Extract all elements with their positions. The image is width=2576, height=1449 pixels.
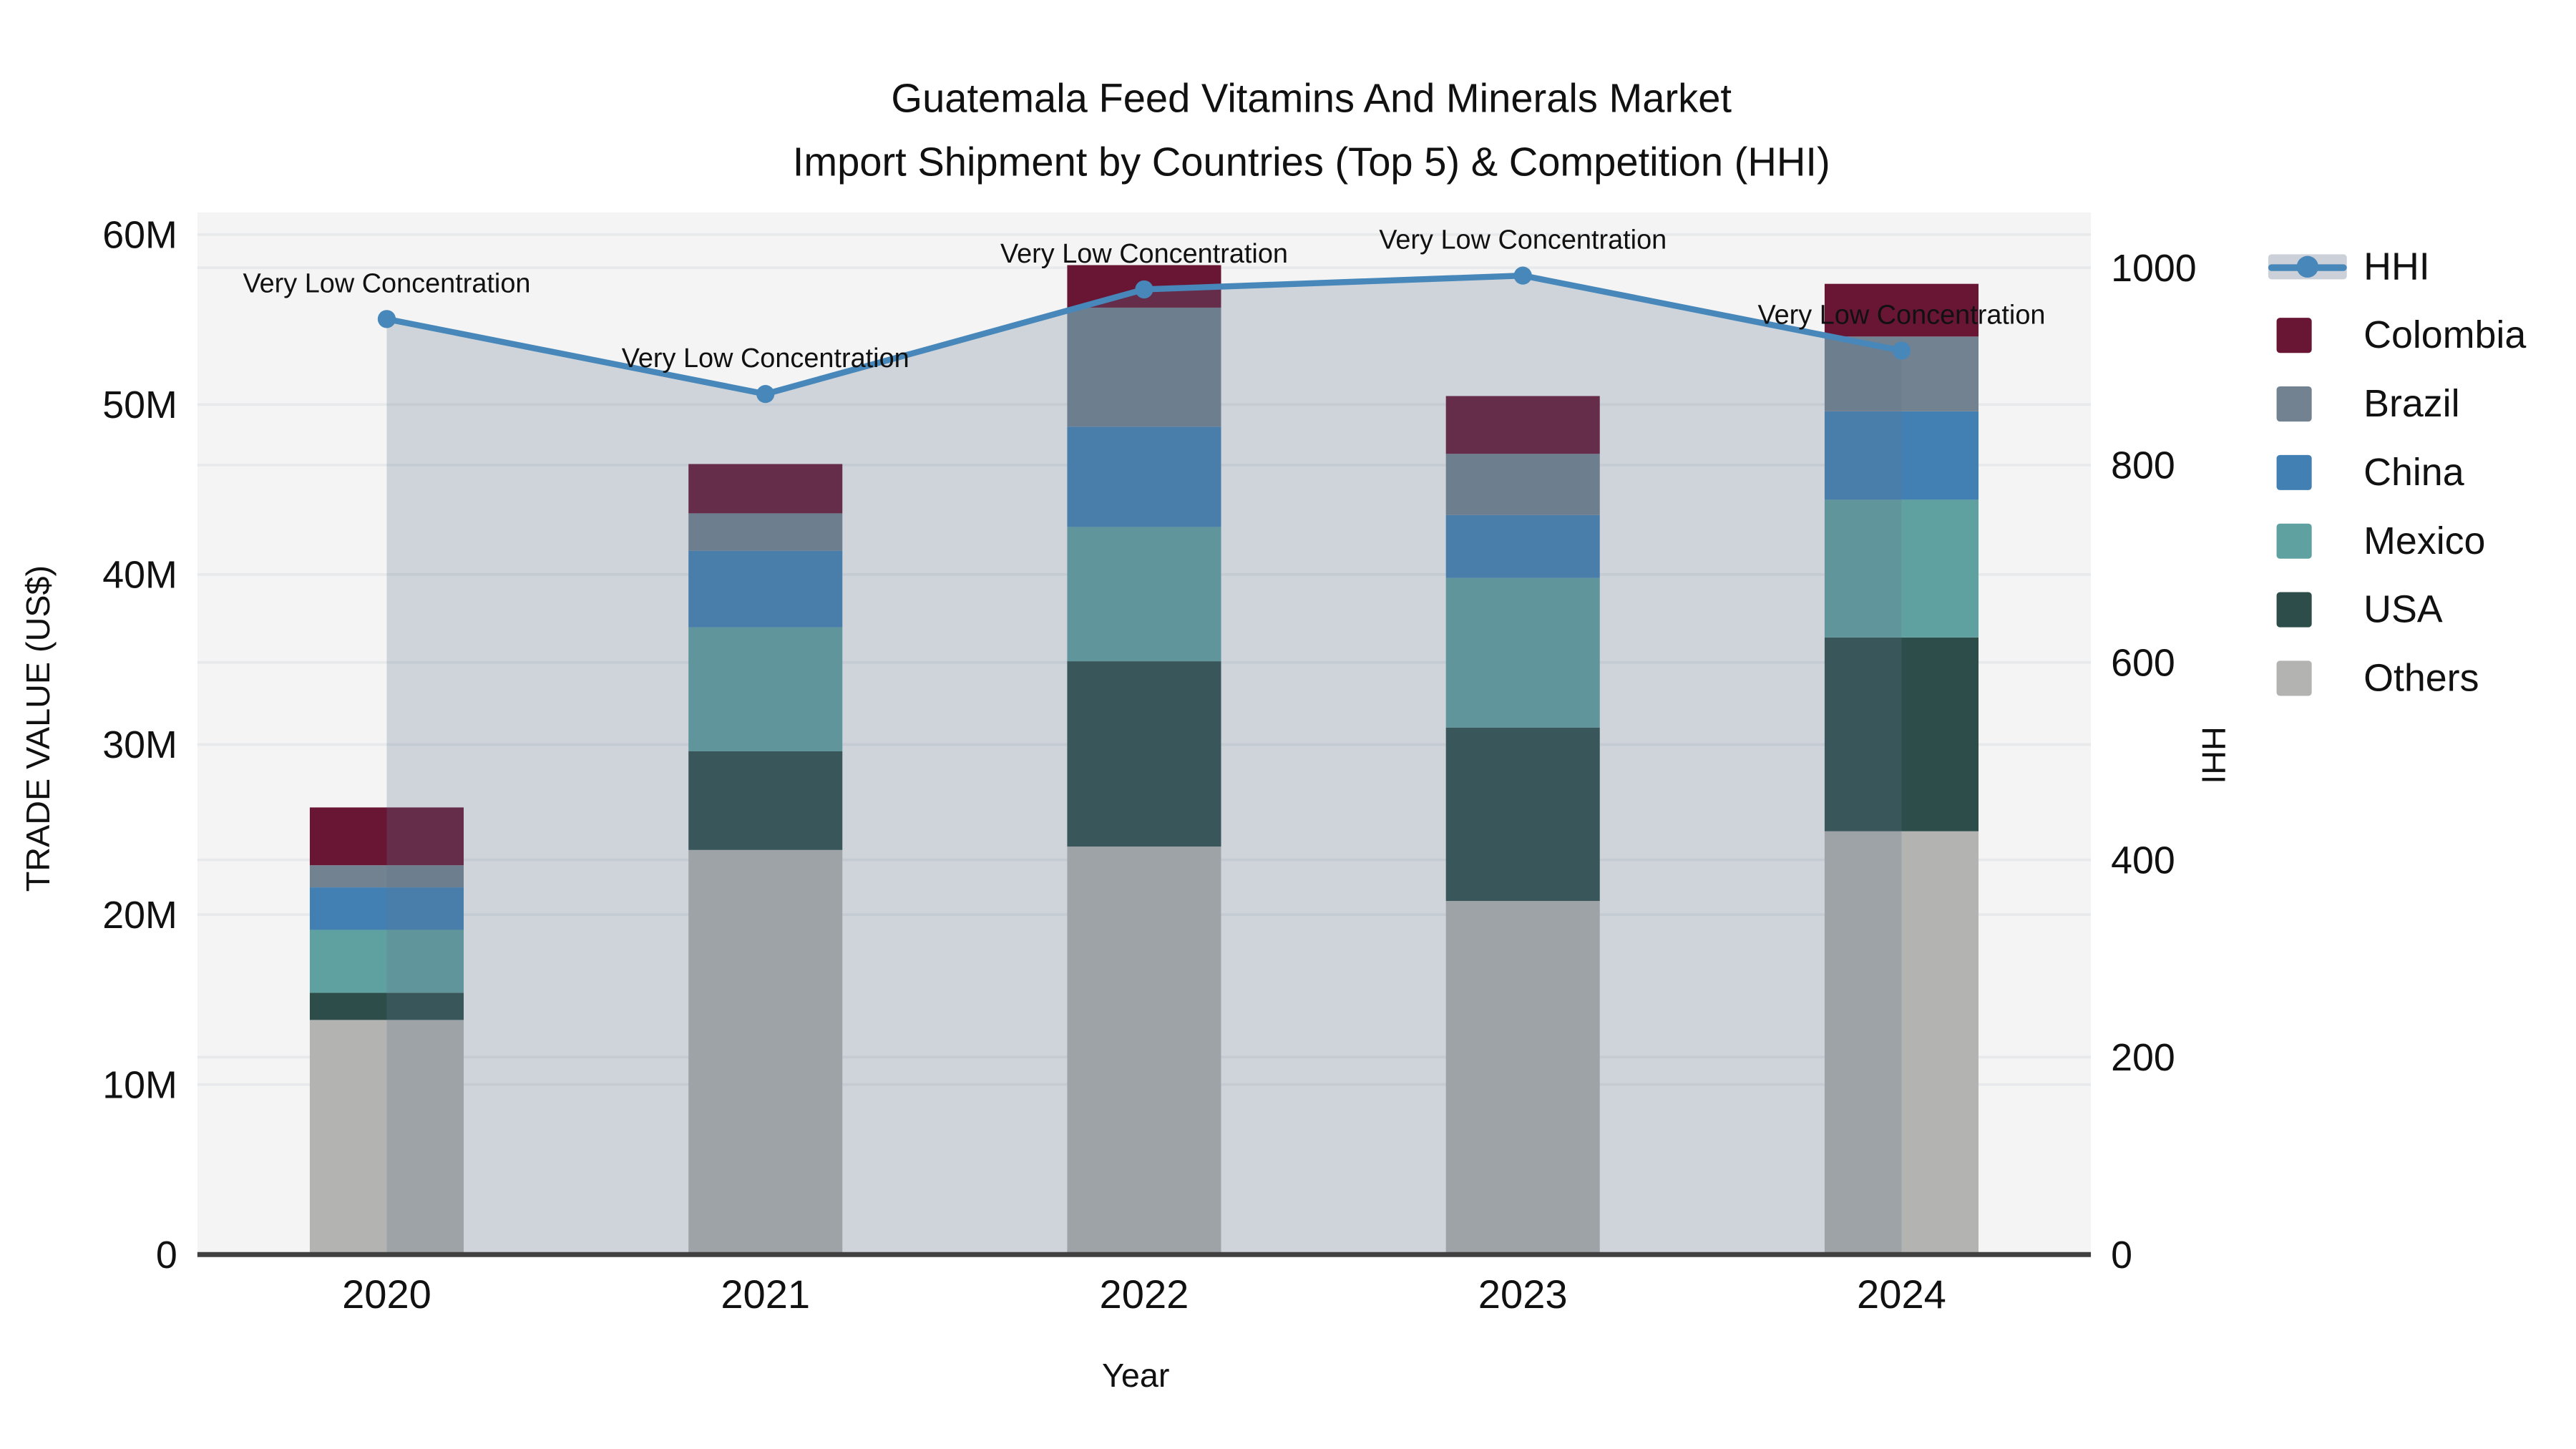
- legend-item-usa[interactable]: USA: [2268, 587, 2526, 633]
- bar-segment-others-2024: [1824, 831, 1979, 1255]
- hhi-marker-2020: [377, 310, 396, 328]
- y-axis-left-tick-label: 30M: [102, 723, 177, 766]
- legend-swatch-icon: [2268, 381, 2347, 426]
- bar-segment-colombia-2024: [1824, 283, 1979, 337]
- bar-segment-others-2020: [309, 1020, 464, 1255]
- bar-segment-china-2022: [1067, 426, 1221, 527]
- legend-item-label: China: [2363, 449, 2464, 494]
- legend-item-mexico[interactable]: Mexico: [2268, 519, 2526, 564]
- y-axis-right-tick-label: 800: [2111, 444, 2175, 487]
- x-axis-tick-label-2024: 2024: [1857, 1272, 1946, 1317]
- legend-item-brazil[interactable]: Brazil: [2268, 381, 2526, 426]
- bar-segment-brazil-2023: [1445, 454, 1600, 515]
- bar-segment-others-2023: [1445, 901, 1600, 1255]
- legend-item-label: USA: [2363, 587, 2443, 631]
- bar-segment-mexico-2021: [688, 627, 843, 752]
- y-axis-left-tick-label: 10M: [102, 1063, 177, 1106]
- y-axis-right-tick-label: 0: [2111, 1234, 2132, 1277]
- bar-segment-others-2021: [688, 849, 843, 1255]
- y-axis-right-tick-label: 200: [2111, 1036, 2175, 1079]
- x-axis-tick-label-2022: 2022: [1100, 1272, 1189, 1317]
- chart-title-line1: Guatemala Feed Vitamins And Minerals Mar…: [891, 77, 1732, 122]
- x-axis-tick-label-2023: 2023: [1478, 1272, 1568, 1317]
- legend-item-hhi[interactable]: HHI: [2268, 244, 2526, 289]
- legend: HHI Colombia Brazil China Mexico USA Others: [2268, 244, 2526, 701]
- hhi-marker-2023: [1513, 266, 1532, 285]
- legend-item-colombia[interactable]: Colombia: [2268, 313, 2526, 358]
- bar-segment-brazil-2021: [688, 513, 843, 551]
- bar-segment-usa-2020: [309, 992, 464, 1020]
- legend-swatch-icon: [2268, 313, 2347, 358]
- chart-title-line2: Import Shipment by Countries (Top 5) & C…: [792, 140, 1830, 186]
- x-axis-title: Year: [1102, 1358, 1170, 1395]
- legend-item-label: Mexico: [2363, 518, 2486, 562]
- bar-segment-usa-2023: [1445, 727, 1600, 902]
- legend-swatch-icon: [2268, 587, 2347, 633]
- legend-color-swatch: [2276, 660, 2312, 696]
- annotation-label-2020: Very Low Concentration: [243, 268, 530, 298]
- annotation-label-2023: Very Low Concentration: [1379, 225, 1667, 255]
- y-axis-left-tick-label: 20M: [102, 894, 177, 937]
- bar-segment-brazil-2020: [309, 865, 464, 888]
- hhi-marker-2021: [756, 385, 775, 404]
- y-axis-title-right: HHI: [2193, 726, 2231, 784]
- bar-segment-mexico-2022: [1067, 527, 1221, 662]
- legend-swatch-icon: [2268, 655, 2347, 701]
- hhi-marker-dot-icon: [2296, 255, 2318, 278]
- hhi-marker-2024: [1892, 341, 1911, 360]
- bar-segment-mexico-2024: [1824, 499, 1979, 638]
- hhi-area-fill: [386, 275, 1902, 1255]
- legend-color-swatch: [2276, 454, 2312, 490]
- bar-segment-china-2020: [309, 887, 464, 930]
- bar-segment-usa-2021: [688, 751, 843, 850]
- bar-segment-colombia-2021: [688, 464, 843, 514]
- bar-segment-others-2022: [1067, 847, 1221, 1255]
- bar-segment-china-2023: [1445, 514, 1600, 578]
- bar-segment-mexico-2023: [1445, 577, 1600, 728]
- legend-swatch-icon: [2268, 519, 2347, 564]
- y-axis-title-left: TRADE VALUE (US$): [21, 565, 58, 892]
- legend-color-swatch: [2276, 318, 2312, 353]
- y-axis-right-tick-label: 600: [2111, 641, 2175, 684]
- bar-segment-usa-2024: [1824, 637, 1979, 831]
- chart-title: Guatemala Feed Vitamins And Minerals Mar…: [308, 69, 2315, 196]
- x-axis-tick-label-2020: 2020: [342, 1272, 431, 1317]
- legend-color-swatch: [2276, 592, 2312, 628]
- hhi-line-icon: [2268, 244, 2347, 289]
- bar-segment-china-2024: [1824, 411, 1979, 500]
- legend-color-swatch: [2276, 386, 2312, 422]
- bar-segment-colombia-2023: [1445, 396, 1600, 454]
- bar-segment-china-2021: [688, 550, 843, 628]
- legend-item-label: HHI: [2363, 244, 2430, 288]
- x-axis-tick-label-2021: 2021: [721, 1272, 810, 1317]
- annotation-label-2022: Very Low Concentration: [1000, 239, 1288, 269]
- bar-segment-brazil-2022: [1067, 307, 1221, 427]
- legend-item-label: Others: [2363, 655, 2479, 700]
- y-axis-left-tick-label: 0: [156, 1234, 177, 1277]
- bar-segment-mexico-2020: [309, 930, 464, 993]
- y-axis-left-tick-label: 50M: [102, 384, 177, 426]
- annotation-label-2024: Very Low Concentration: [1757, 301, 2045, 331]
- y-axis-right-tick-label: 1000: [2111, 247, 2197, 290]
- legend-swatch-icon: [2268, 450, 2347, 495]
- annotation-label-2021: Very Low Concentration: [622, 343, 909, 374]
- hhi-marker-2022: [1135, 280, 1153, 299]
- y-axis-left-tick-label: 40M: [102, 554, 177, 597]
- legend-item-label: Colombia: [2363, 313, 2527, 356]
- legend-item-label: Brazil: [2363, 381, 2460, 425]
- y-axis-right-tick-label: 400: [2111, 839, 2175, 882]
- bar-segment-colombia-2020: [309, 807, 464, 866]
- legend-item-others[interactable]: Others: [2268, 655, 2526, 701]
- bar-segment-usa-2022: [1067, 661, 1221, 847]
- y-axis-left-tick-label: 60M: [102, 213, 177, 256]
- legend-item-china[interactable]: China: [2268, 450, 2526, 495]
- legend-color-swatch: [2276, 523, 2312, 559]
